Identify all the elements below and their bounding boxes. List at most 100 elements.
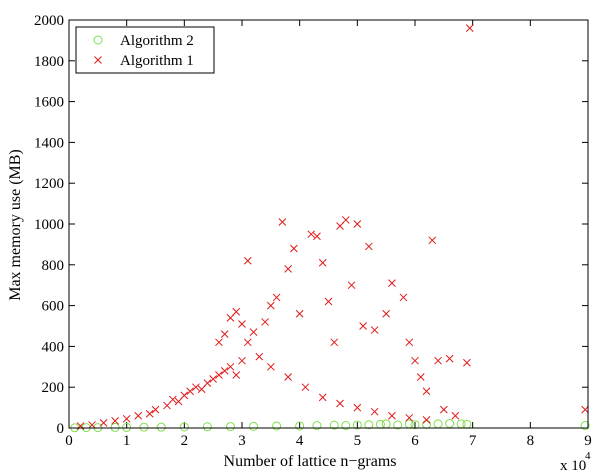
legend-marker-x xyxy=(94,56,102,64)
data-point-x xyxy=(215,338,223,347)
data-point-x xyxy=(581,405,589,414)
data-point-x xyxy=(405,338,414,347)
x-tick-label: 8 xyxy=(527,433,535,449)
data-point-x xyxy=(243,338,252,347)
data-point-x xyxy=(463,358,471,367)
data-point-x xyxy=(111,417,119,425)
y-tick-label: 1800 xyxy=(34,54,64,70)
data-point-circle xyxy=(393,420,403,430)
y-tick-label: 1000 xyxy=(34,217,64,233)
data-point-x xyxy=(330,338,339,347)
data-point-x xyxy=(336,399,344,408)
legend-marker-circle xyxy=(93,35,103,45)
data-point-x xyxy=(220,330,229,339)
x-tick-label: 3 xyxy=(238,433,246,449)
data-point-x xyxy=(359,322,367,330)
x-tick-label: 9 xyxy=(584,433,592,449)
x-tick-label: 0 xyxy=(65,433,73,449)
data-point-circle xyxy=(329,420,339,430)
data-point-x xyxy=(353,220,362,228)
data-point-x xyxy=(151,405,160,414)
y-axis-label: Max memory use (MB) xyxy=(7,149,24,301)
data-point-x xyxy=(445,354,454,363)
data-point-x xyxy=(422,415,431,424)
data-point-x xyxy=(180,391,189,400)
data-point-x xyxy=(290,244,298,253)
y-tick-labels: 0 200 400 600 800 1000 1200 1400 1600 1800 2000 xyxy=(34,13,588,437)
data-point-x xyxy=(411,356,419,365)
data-point-x xyxy=(451,411,460,420)
data-point-x xyxy=(465,24,474,33)
data-point-x xyxy=(399,293,408,302)
data-point-circle xyxy=(445,419,455,429)
data-point-x xyxy=(266,301,275,310)
data-point-x xyxy=(370,407,379,416)
x-multiplier-base: x 10 xyxy=(560,458,586,472)
data-point-x xyxy=(278,218,287,226)
data-point-x xyxy=(272,293,281,302)
data-point-circle xyxy=(410,420,420,430)
data-point-circle xyxy=(156,422,166,432)
data-point-x xyxy=(88,421,96,429)
data-point-x xyxy=(261,318,269,326)
data-point-x xyxy=(336,222,344,230)
data-point-x xyxy=(174,397,183,406)
data-point-x xyxy=(192,383,200,392)
data-point-x xyxy=(203,379,212,387)
x-tick-label: 4 xyxy=(296,433,304,449)
x-tick-label: 2 xyxy=(181,433,189,449)
data-point-circle xyxy=(225,422,235,432)
data-point-x xyxy=(324,297,333,306)
data-point-circle xyxy=(580,421,590,431)
data-point-x xyxy=(134,411,143,420)
data-point-circle xyxy=(139,422,149,432)
data-point-circle xyxy=(422,419,432,429)
data-point-x xyxy=(347,281,356,290)
legend-box xyxy=(75,26,215,74)
x-tick-labels: 0 1 2 3 4 5 6 7 8 9 xyxy=(65,20,592,449)
data-point-x xyxy=(99,419,108,427)
data-point-x xyxy=(307,230,316,239)
data-point-x xyxy=(186,387,194,396)
data-point-x xyxy=(238,320,246,328)
data-point-x xyxy=(232,307,241,316)
legend-item: Algorithm 2 xyxy=(93,33,194,49)
data-point-x xyxy=(318,393,327,402)
data-point-circle xyxy=(433,419,443,429)
x-tick-label: 1 xyxy=(123,433,131,449)
x-multiplier-exponent: 4 xyxy=(585,450,591,462)
data-point-x xyxy=(382,309,391,318)
data-point-x xyxy=(365,242,373,251)
data-point-circle xyxy=(352,420,362,430)
legend: Algorithm 2 Algorithm 1 xyxy=(75,26,215,74)
data-point-x xyxy=(388,279,396,288)
x-tick-label: 5 xyxy=(354,433,362,449)
data-point-circle xyxy=(202,422,212,432)
data-point-circle xyxy=(272,421,282,431)
data-point-x xyxy=(243,256,252,265)
plot-area-frame xyxy=(68,19,589,429)
y-tick-label: 1200 xyxy=(34,176,64,192)
x-tick-label: 7 xyxy=(469,433,477,449)
data-point-x xyxy=(255,352,264,361)
data-point-circle xyxy=(179,422,189,432)
y-tick-label: 2000 xyxy=(34,13,64,29)
data-point-x xyxy=(266,362,275,371)
data-point-x xyxy=(209,375,218,383)
y-tick-label: 200 xyxy=(42,380,65,396)
series-1 xyxy=(70,419,590,433)
data-point-circle xyxy=(110,422,120,432)
x-axis-label: Number of lattice n−grams xyxy=(224,453,397,470)
data-point-circle xyxy=(249,421,259,431)
data-point-circle xyxy=(312,421,322,431)
y-tick-label: 0 xyxy=(57,421,65,437)
legend-item: Algorithm 1 xyxy=(94,53,194,69)
data-point-x xyxy=(226,362,235,371)
data-point-circle xyxy=(364,420,374,430)
data-point-x xyxy=(388,411,396,420)
y-tick-label: 400 xyxy=(42,339,65,355)
data-point-x xyxy=(416,373,425,381)
data-point-x xyxy=(341,216,350,224)
data-point-x xyxy=(434,356,442,365)
